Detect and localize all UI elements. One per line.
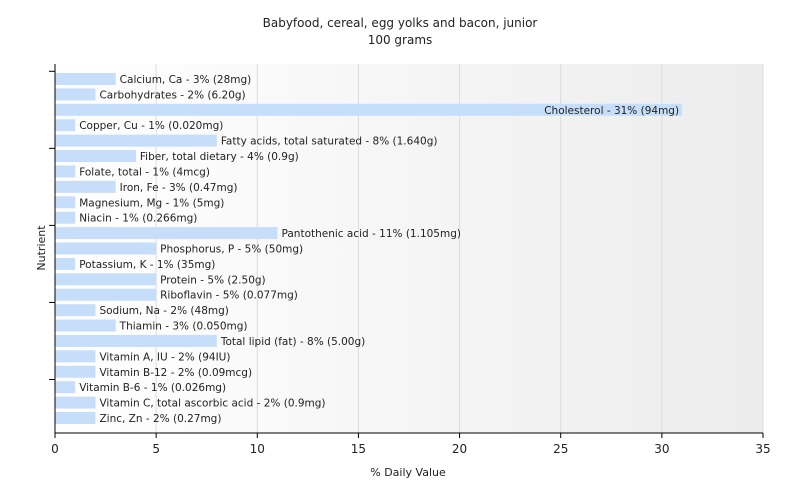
x-tick-label: 20 — [452, 442, 467, 456]
bar — [55, 396, 96, 409]
plot-area — [55, 64, 763, 433]
bar — [55, 119, 76, 132]
bar — [55, 381, 76, 394]
x-tick-label: 0 — [51, 442, 59, 456]
x-tick-label: 15 — [351, 442, 366, 456]
bar-label: Calcium, Ca - 3% (28mg) — [120, 74, 252, 86]
bar-label: Fatty acids, total saturated - 8% (1.640… — [221, 136, 438, 148]
bar-label: Fiber, total dietary - 4% (0.9g) — [140, 151, 299, 163]
bar — [55, 319, 116, 332]
bar — [55, 334, 217, 347]
bar — [55, 227, 278, 240]
chart-title: Babyfood, cereal, egg yolks and bacon, j… — [263, 16, 538, 30]
bar — [55, 288, 157, 301]
bar — [55, 273, 157, 286]
bar — [55, 365, 96, 378]
bar — [55, 88, 96, 101]
bar — [55, 196, 76, 209]
x-axis-label: % Daily Value — [370, 466, 446, 479]
bar-label: Carbohydrates - 2% (6.20g) — [99, 89, 245, 101]
bar — [55, 165, 76, 178]
bar — [55, 211, 76, 224]
bar-label: Sodium, Na - 2% (48mg) — [99, 305, 228, 317]
bar — [55, 304, 96, 317]
bar-label: Niacin - 1% (0.266mg) — [79, 213, 197, 225]
x-tick-label: 25 — [553, 442, 568, 456]
y-axis-label: Nutrient — [35, 225, 48, 271]
bar — [55, 350, 96, 363]
bar-label: Vitamin C, total ascorbic acid - 2% (0.9… — [99, 398, 325, 410]
bar-label: Magnesium, Mg - 1% (5mg) — [79, 197, 224, 209]
bar-label: Zinc, Zn - 2% (0.27mg) — [99, 413, 221, 425]
bar-label: Cholesterol - 31% (94mg) — [544, 105, 679, 117]
x-tick-label: 10 — [250, 442, 265, 456]
grid-lines — [155, 64, 764, 433]
bar — [55, 257, 76, 270]
bar-label: Folate, total - 1% (4mcg) — [79, 166, 210, 178]
bar-label: Riboflavin - 5% (0.077mg) — [160, 290, 298, 302]
x-tick-label: 35 — [755, 442, 770, 456]
bar — [55, 73, 116, 85]
axes: 0 5 10 15 20 25 30 35 — [49, 64, 771, 456]
bar-label: Total lipid (fat) - 8% (5.00g) — [220, 336, 365, 348]
bar-label: Protein - 5% (2.50g) — [160, 274, 266, 286]
bar-label: Vitamin B-12 - 2% (0.09mcg) — [99, 367, 252, 379]
bars: Calcium, Ca - 3% (28mg) Carbohydrates - 2… — [55, 73, 683, 425]
bar-label: Pantothenic acid - 11% (1.105mg) — [282, 228, 461, 240]
bar-label: Potassium, K - 1% (35mg) — [79, 259, 215, 271]
bar-label: Iron, Fe - 3% (0.47mg) — [120, 182, 238, 194]
bar — [55, 134, 217, 147]
bar — [55, 103, 683, 116]
bar — [55, 180, 116, 193]
bar — [55, 412, 96, 424]
bar-label: Phosphorus, P - 5% (50mg) — [160, 244, 303, 256]
bar-label: Vitamin B-6 - 1% (0.026mg) — [79, 382, 226, 394]
chart-subtitle: 100 grams — [368, 33, 433, 47]
bar-label: Thiamin - 3% (0.050mg) — [119, 321, 248, 333]
bar-label: Copper, Cu - 1% (0.020mg) — [79, 120, 223, 132]
bar — [55, 150, 136, 163]
bar — [55, 242, 157, 255]
bar-label: Vitamin A, IU - 2% (94IU) — [99, 351, 230, 363]
x-tick-label: 5 — [152, 442, 160, 456]
x-tick-label: 30 — [654, 442, 669, 456]
